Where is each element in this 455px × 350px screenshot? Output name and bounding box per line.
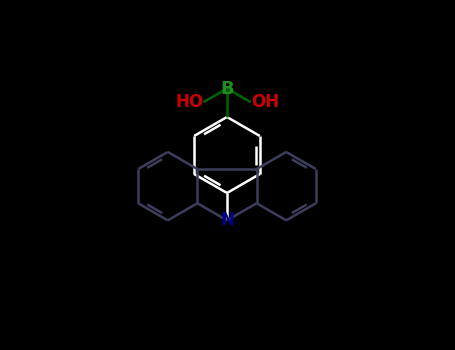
Text: N: N <box>220 211 234 229</box>
Text: OH: OH <box>251 93 279 111</box>
Text: B: B <box>220 79 234 98</box>
Text: HO: HO <box>175 93 203 111</box>
